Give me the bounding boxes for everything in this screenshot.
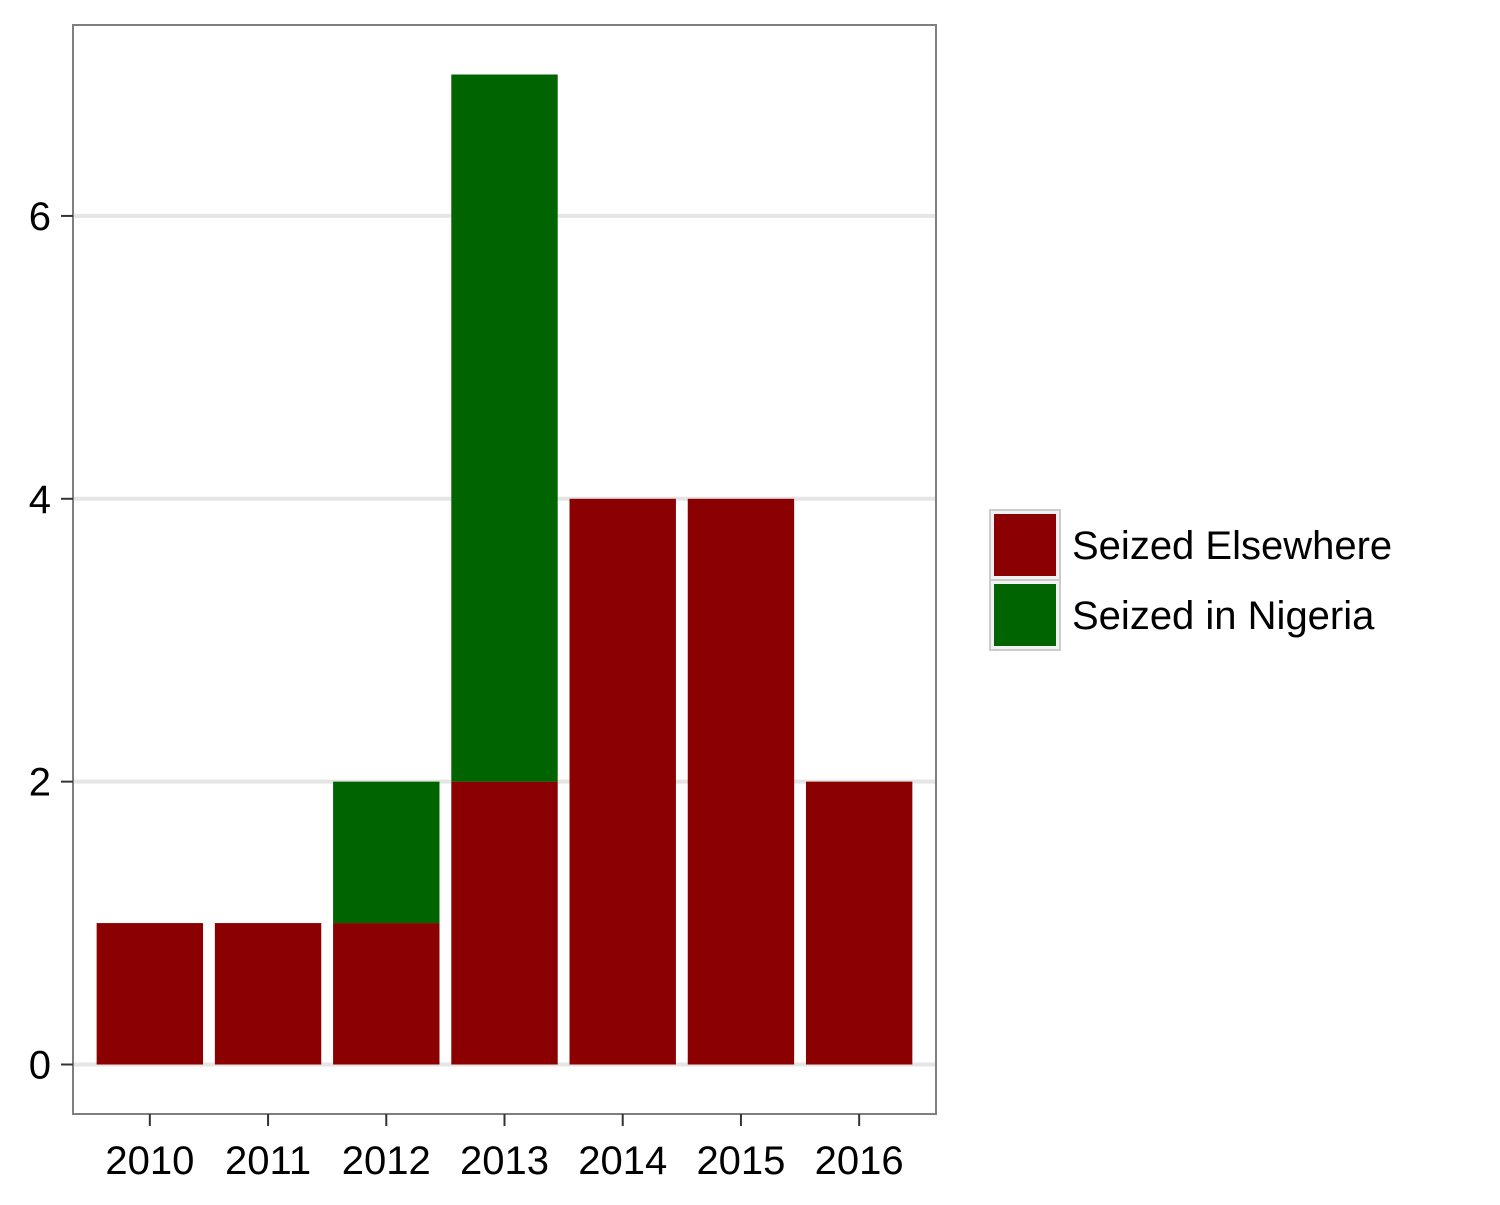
bar-segment: [333, 923, 440, 1065]
y-axis: 0 2 4 6: [29, 195, 73, 1088]
legend-label: Seized in Nigeria: [1072, 594, 1375, 638]
bar-segment: [451, 781, 558, 1065]
y-tick-label: 4: [29, 478, 51, 522]
x-tick-label: 2013: [460, 1139, 549, 1183]
y-tick-label: 2: [29, 761, 51, 805]
legend-label: Seized Elsewhere: [1072, 524, 1392, 568]
bar-segment: [451, 74, 558, 782]
x-tick-label: 2016: [815, 1139, 904, 1183]
x-tick-label: 2014: [578, 1139, 667, 1183]
x-tick-label: 2010: [105, 1139, 194, 1183]
bar-segment: [569, 498, 676, 1065]
legend-key: [994, 584, 1056, 646]
x-tick-label: 2012: [342, 1139, 431, 1183]
x-tick-label: 2015: [696, 1139, 785, 1183]
y-tick-label: 6: [29, 195, 51, 239]
bar-segment: [214, 923, 322, 1065]
legend: Seized Elsewhere Seized in Nigeria: [989, 509, 1392, 651]
bar-segment: [805, 781, 913, 1065]
bar-segment: [687, 498, 795, 1065]
legend-key: [994, 514, 1056, 576]
bars: [96, 74, 913, 1065]
x-axis: 2010 2011 2012 2013 2014 2015 2016: [105, 1114, 904, 1183]
y-tick-label: 0: [29, 1044, 51, 1088]
bar-segment: [333, 781, 440, 924]
x-tick-label: 2011: [225, 1139, 311, 1183]
bar-segment: [96, 923, 204, 1065]
